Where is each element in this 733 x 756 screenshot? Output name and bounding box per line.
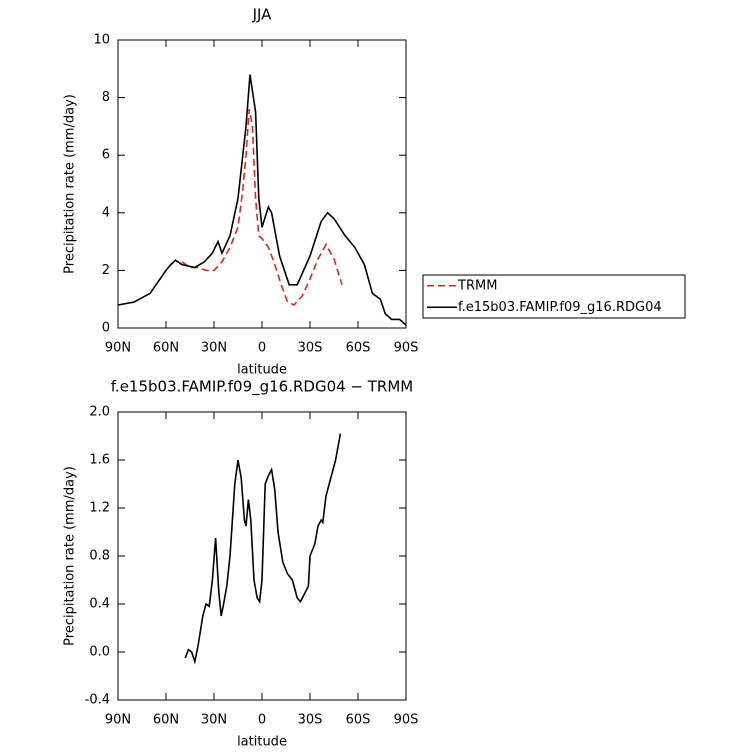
x-tick-label: 90S xyxy=(394,341,419,356)
y-tick-label: 2.0 xyxy=(89,405,110,420)
x-tick-label: 30N xyxy=(201,341,227,356)
legend-label: f.e15b03.FAMIP.f09_g16.RDG04 xyxy=(458,300,662,315)
y-tick-label: 4 xyxy=(102,205,110,220)
x-tick-label: 30S xyxy=(298,713,323,728)
x-tick-label: 0 xyxy=(258,713,266,728)
chart-title: f.e15b03.FAMIP.f09_g16.RDG04 − TRMM xyxy=(111,378,414,397)
y-axis-label: Precipitation rate (mm/day) xyxy=(63,94,78,274)
x-tick-label: 90N xyxy=(105,713,131,728)
chart-title: JJA xyxy=(252,6,273,24)
plot-frame xyxy=(117,39,407,329)
data-line xyxy=(181,108,343,306)
y-tick-label: 6 xyxy=(102,148,110,163)
x-tick-label: 90N xyxy=(105,341,131,356)
y-tick-label: 8 xyxy=(102,90,110,105)
legend-label: TRMM xyxy=(457,278,497,293)
x-tick-label: 90S xyxy=(394,713,419,728)
x-tick-label: 30N xyxy=(201,713,227,728)
y-tick-label: 0.0 xyxy=(89,645,110,660)
y-tick-label: 0.4 xyxy=(89,597,110,612)
y-tick-label: 2 xyxy=(102,263,110,278)
x-axis-label: latitude xyxy=(237,735,287,750)
y-tick-label: 1.2 xyxy=(89,501,110,516)
x-tick-label: 60S xyxy=(346,341,371,356)
y-tick-label: 0.8 xyxy=(89,549,110,564)
legend-box xyxy=(422,274,686,319)
y-tick-label: 10 xyxy=(93,33,110,48)
data-line xyxy=(184,433,342,665)
x-tick-label: 30S xyxy=(298,341,323,356)
x-tick-label: 60N xyxy=(153,341,179,356)
data-line xyxy=(117,74,407,326)
x-tick-label: 60S xyxy=(346,713,371,728)
y-axis-label: Precipitation rate (mm/day) xyxy=(63,466,78,646)
x-tick-label: 60N xyxy=(153,713,179,728)
y-tick-label: -0.4 xyxy=(85,693,110,708)
x-axis-label: latitude xyxy=(237,363,287,378)
x-tick-label: 0 xyxy=(258,341,266,356)
y-tick-label: 1.6 xyxy=(89,453,110,468)
y-tick-label: 0 xyxy=(102,321,110,336)
